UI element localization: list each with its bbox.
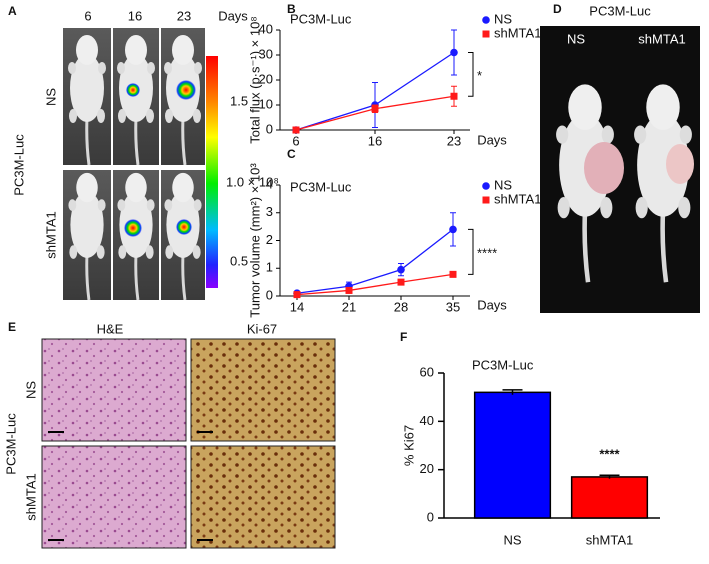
y-axis-label: Tumor volume (mm²) × 10³ — [247, 163, 262, 318]
group-label: NS — [567, 31, 585, 46]
micrograph — [190, 338, 336, 442]
legend-label: shMTA1 — [494, 25, 541, 40]
point — [293, 291, 301, 299]
day-label: 23 — [177, 8, 191, 23]
point — [449, 225, 457, 234]
group-label: PC3M-Luc — [589, 3, 651, 18]
point — [450, 92, 458, 100]
row-label: shMTA1 — [43, 211, 58, 258]
x-tick-label: 23 — [447, 133, 461, 148]
panel-a: A 6 16 23 Days 1.5 1.0 × 10⁸ 0.5 NS shMT… — [8, 4, 279, 300]
y-tick-label: 40 — [420, 413, 434, 428]
chart-title: PC3M-Luc — [472, 357, 534, 372]
annotation: PC3M-Luc — [290, 11, 352, 26]
y-tick-label: 4 — [266, 176, 273, 191]
column-label: Ki-67 — [247, 321, 277, 336]
micrograph — [190, 445, 336, 549]
y-tick-label: 10 — [259, 96, 273, 111]
point — [371, 105, 379, 113]
y-axis-label: Total flux (p·s⁻¹) × 10⁸ — [247, 16, 262, 144]
point — [397, 278, 405, 286]
group-label: PC3M-Luc — [11, 134, 26, 196]
significance-bracket — [468, 228, 474, 275]
y-tick-label: 30 — [259, 46, 273, 61]
significance: **** — [477, 245, 497, 260]
point — [345, 286, 353, 294]
y-tick-label: 40 — [259, 21, 273, 36]
group-label: PC3M-Luc — [3, 413, 18, 475]
panel-label: C — [287, 147, 296, 161]
error-bar — [599, 474, 620, 479]
panel-label: B — [287, 2, 296, 16]
column-label: H&E — [97, 321, 124, 336]
significance: * — [477, 68, 482, 83]
colorbar-label: 0.5 — [230, 253, 248, 268]
scale-bars — [48, 431, 213, 541]
point — [450, 48, 458, 57]
y-tick-label: 20 — [420, 461, 434, 476]
y-tick-label: 0 — [266, 287, 273, 302]
y-tick-label: 60 — [420, 364, 434, 379]
annotation: PC3M-Luc — [290, 179, 352, 194]
legend-marker — [482, 16, 490, 24]
micrograph — [41, 338, 187, 442]
row-label: shMTA1 — [23, 473, 38, 520]
y-tick-label: 3 — [266, 204, 273, 219]
imaging-tiles — [63, 28, 205, 300]
panel-label: D — [553, 2, 562, 16]
legend-marker — [482, 196, 490, 204]
y-axis-label: % Ki67 — [401, 425, 416, 466]
x-tick-label: NS — [503, 532, 521, 547]
bar — [570, 476, 649, 519]
point — [449, 270, 457, 278]
x-tick-label: 14 — [290, 299, 304, 314]
x-tick-label: 16 — [368, 133, 382, 148]
y-tick-label: 0 — [427, 509, 434, 524]
x-axis-label: Days — [477, 297, 507, 312]
x-axis-label: Days — [477, 132, 507, 147]
colorbar-label: 1.5 — [230, 93, 248, 108]
panel-label: E — [8, 320, 16, 334]
significance: **** — [599, 447, 620, 462]
tumor — [584, 142, 624, 194]
panel-label: F — [400, 330, 407, 344]
colorbar — [206, 56, 218, 288]
y-tick-label: 2 — [266, 232, 273, 247]
x-tick-label: 6 — [292, 133, 299, 148]
x-tick-label: 35 — [446, 299, 460, 314]
error-bar — [502, 389, 523, 395]
point — [397, 265, 405, 274]
bar — [473, 391, 552, 519]
micrograph — [41, 445, 187, 549]
y-tick-label: 20 — [259, 71, 273, 86]
row-label: NS — [43, 88, 58, 106]
y-tick-label: 1 — [266, 260, 273, 275]
point — [292, 126, 300, 134]
y-tick-label: 0 — [266, 121, 273, 136]
legend-label: shMTA1 — [494, 191, 541, 206]
days-label: Days — [218, 8, 248, 23]
legend-marker — [482, 182, 490, 190]
panel-e: E H&E Ki-67 NS shMTA1 PC3M-Luc — [3, 320, 336, 549]
panel-label: A — [8, 4, 17, 18]
legend-label: NS — [494, 177, 512, 192]
significance-bracket — [468, 52, 474, 97]
group-label: shMTA1 — [638, 31, 685, 46]
day-label: 16 — [128, 8, 142, 23]
x-tick-label: 28 — [394, 299, 408, 314]
day-label: 6 — [84, 8, 91, 23]
x-tick-label: 21 — [342, 299, 356, 314]
line — [296, 273, 454, 296]
line — [296, 228, 454, 294]
x-tick-label: shMTA1 — [586, 532, 633, 547]
legend-marker — [482, 30, 490, 38]
colorbar-label: 1.0 × 10⁸ — [226, 174, 279, 189]
tumor — [666, 144, 694, 184]
legend-label: NS — [494, 11, 512, 26]
row-label: NS — [23, 381, 38, 399]
panel-d: D PC3M-Luc NS shMTA1 — [540, 2, 700, 313]
